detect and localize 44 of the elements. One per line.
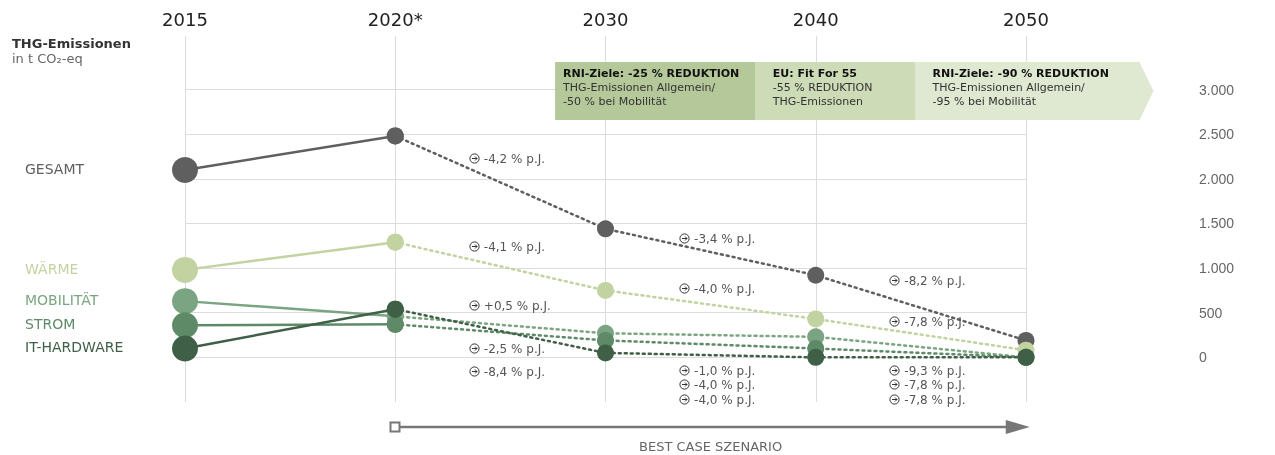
annotation: -8,4 % p.J. xyxy=(482,365,546,379)
point xyxy=(172,288,198,315)
annotation: -7,8 % p.J. xyxy=(903,315,966,329)
x-tick-label: 2015 xyxy=(162,8,208,30)
annotation: -8,2 % p.J. xyxy=(903,274,966,288)
y-tick-label: 1.000 xyxy=(1199,260,1235,277)
annotation: RNI-Ziele: -25 % REDUKTION THG-Emissionen Allgemein/ -50 % bei Mobilität xyxy=(563,67,740,109)
y-tick-label: 500 xyxy=(1199,304,1223,321)
annotation: -9,3 % p.J. xyxy=(903,364,966,378)
annotation: -4,0 % p.J. xyxy=(693,393,756,407)
annotation: -4,1 % p.J. xyxy=(482,240,546,254)
annotation: -4,2 % p.J. xyxy=(482,152,546,166)
text: GESAMT xyxy=(25,160,85,177)
annotation: +0,5 % p.J. xyxy=(482,299,551,313)
annotation: -4,0 % p.J. xyxy=(693,378,756,392)
y-tick-label: 1.500 xyxy=(1199,215,1235,232)
point xyxy=(597,281,614,299)
annotation: -2,5 % p.J. xyxy=(482,342,546,356)
y-axis-title: THG-Emissionen in t CO₂-eq xyxy=(12,36,131,66)
x-tick-label: 2030 xyxy=(582,8,629,30)
annotation: EU: Fit For 55 -55 % REDUKTION THG-Emissionen xyxy=(772,67,873,109)
annotation: -3,4 % p.J. xyxy=(693,232,756,246)
y-tick-label: 0 xyxy=(1199,349,1207,366)
point xyxy=(807,348,825,366)
annotation: -4,0 % p.J. xyxy=(693,282,756,296)
annotation: -1,0 % p.J. xyxy=(693,364,756,378)
y-tick-label: 2.500 xyxy=(1199,126,1235,143)
x-tick-label: 2040 xyxy=(792,8,839,30)
text: STROM xyxy=(25,316,76,333)
annotation: RNI-Ziele: -90 % REDUKTION THG-Emissionen Allgemein/ -95 % bei Mobilität xyxy=(932,67,1109,109)
point xyxy=(807,310,825,328)
annotation: -7,8 % p.J. xyxy=(903,393,966,407)
text: WÄRME xyxy=(25,260,79,277)
annotation: -7,8 % p.J. xyxy=(903,378,966,392)
point xyxy=(597,344,614,362)
text: BEST CASE SZENARIO xyxy=(638,439,784,454)
y-tick-label: 2.000 xyxy=(1199,170,1235,187)
point xyxy=(597,220,614,238)
text: MOBILITÄT xyxy=(25,292,99,309)
y-tick-label: 3.000 xyxy=(1199,81,1235,98)
x-tick-label: 2020* xyxy=(367,8,423,30)
point xyxy=(807,266,825,284)
text: IT-HARDWARE xyxy=(25,339,124,356)
x-tick-label: 2050 xyxy=(1003,8,1049,30)
